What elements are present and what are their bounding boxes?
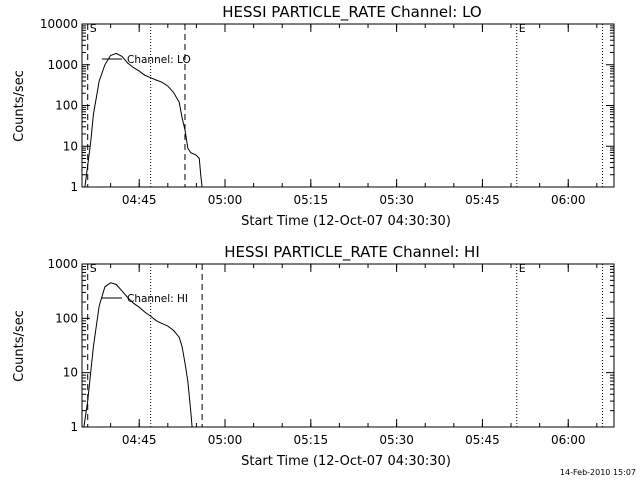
chart-title-lo: HESSI PARTICLE_RATE Channel: LO [222, 3, 481, 22]
series-lo [84, 52, 203, 188]
panel-hi: HESSI PARTICLE_RATE Channel: HI Counts/s… [12, 243, 615, 469]
x-tick-label: 05:45 [465, 433, 500, 447]
x-tick-label: 05:30 [379, 193, 414, 207]
y-tick-label: 1000 [47, 257, 78, 271]
footer-timestamp: 14-Feb-2010 15:07 [560, 468, 636, 477]
time-marker-label: E [519, 262, 526, 275]
legend-label-hi: Channel: HI [127, 293, 188, 305]
y-axis-label-hi: Counts/sec [12, 310, 27, 382]
y-tick-label: 1 [70, 420, 78, 434]
ticks-hi: 1 10 100 1000 04:45 05:00 05:15 05:30 05:45 06:00 [47, 257, 614, 447]
x-tick-label: 05:00 [208, 433, 243, 447]
y-tick-label: 10 [63, 366, 78, 380]
y-tick-label: 10 [63, 139, 78, 153]
x-tick-label: 06:00 [551, 433, 586, 447]
time-marker-label: S [90, 262, 97, 275]
plot-frame-lo [81, 23, 615, 188]
time-marker-label: E [519, 22, 526, 35]
y-tick-label: 100 [55, 99, 78, 113]
x-axis-label-lo: Start Time (12-Oct-07 04:30:30) [241, 214, 451, 229]
series-hi [83, 282, 193, 428]
time-marker-label: S [90, 22, 97, 35]
x-tick-label: 04:45 [122, 433, 157, 447]
x-axis-label-hi: Start Time (12-Oct-07 04:30:30) [241, 454, 451, 469]
x-tick-label: 06:00 [551, 193, 586, 207]
chart-title-hi: HESSI PARTICLE_RATE Channel: HI [224, 243, 480, 262]
x-tick-label: 05:00 [208, 193, 243, 207]
y-tick-label: 10000 [40, 17, 78, 31]
x-tick-label: 05:15 [294, 433, 329, 447]
x-tick-label: 05:15 [294, 193, 329, 207]
x-tick-label: 05:30 [379, 433, 414, 447]
x-tick-label: 05:45 [465, 193, 500, 207]
ticks-lo: 1 10 100 1000 10000 04:45 05:00 05:15 05:30 05:45… [40, 17, 614, 207]
series-line [84, 52, 203, 188]
y-tick-label: 1000 [47, 58, 78, 72]
panel-lo: HESSI PARTICLE_RATE Channel: LO Counts/s… [12, 3, 615, 229]
y-tick-label: 1 [70, 180, 78, 194]
series-line [83, 282, 193, 428]
plot-frame-hi [81, 263, 615, 428]
legend-label-lo: Channel: LO [127, 54, 191, 66]
y-tick-label: 100 [55, 311, 78, 325]
x-tick-label: 04:45 [122, 193, 157, 207]
y-axis-label-lo: Counts/sec [12, 70, 27, 142]
